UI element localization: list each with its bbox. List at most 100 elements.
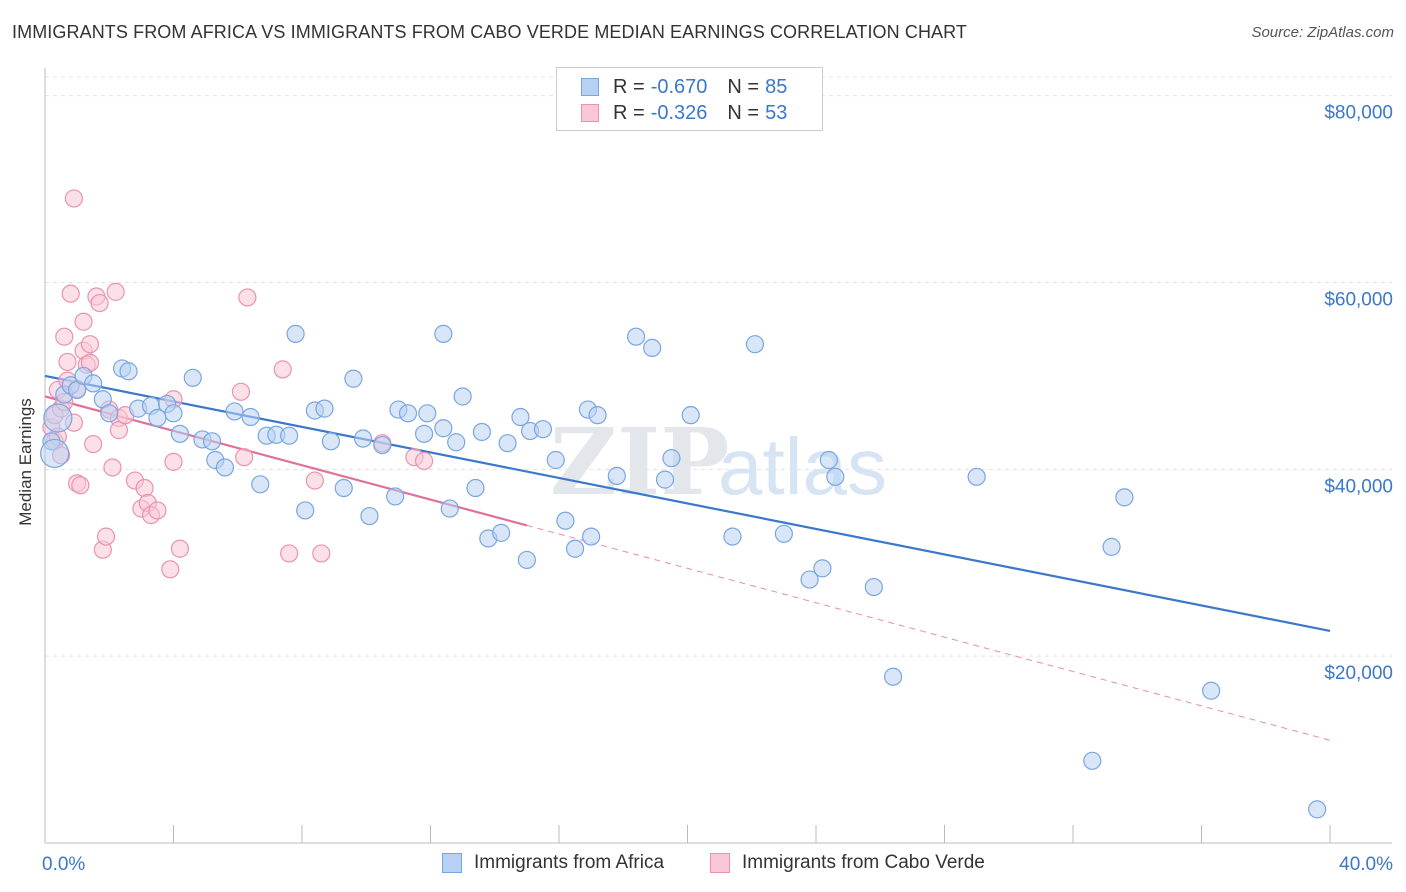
cabo-verde-point — [80, 335, 100, 354]
cabo-verde-point — [103, 458, 122, 477]
africa-point — [40, 438, 70, 469]
africa-point — [800, 570, 819, 589]
africa-point — [498, 434, 517, 453]
legend-swatch-africa — [581, 78, 599, 96]
cabo-verde-point — [64, 189, 84, 208]
africa-point — [453, 387, 472, 406]
x-tick-label: 40.0% — [1339, 854, 1393, 875]
africa-point — [280, 426, 299, 445]
cabo-verde-point — [106, 282, 125, 301]
africa-point — [418, 404, 437, 423]
legend-r-label: R = — [613, 101, 645, 124]
cabo-verde-point — [280, 544, 299, 563]
cabo-verde-point — [58, 352, 77, 372]
africa-point — [1202, 681, 1221, 700]
africa-point — [511, 407, 530, 427]
africa-point — [286, 324, 305, 343]
legend-r-label: R = — [613, 75, 645, 98]
source-label: Source: ZipAtlas.com — [1251, 24, 1394, 41]
watermark-zip: ZIP — [550, 408, 729, 516]
series-swatch-cabo-verde — [710, 853, 730, 873]
africa-point — [434, 419, 453, 438]
legend-row-africa: R = -0.670 N = 85 — [581, 75, 787, 99]
africa-point — [373, 435, 392, 455]
africa-point — [447, 433, 466, 452]
series-swatch-africa — [442, 853, 462, 873]
y-tick-label: $20,000 — [1324, 663, 1393, 684]
africa-point — [819, 450, 838, 470]
cabo-verde-point — [71, 476, 90, 495]
africa-point — [386, 487, 405, 506]
africa-point — [215, 458, 234, 477]
correlation-legend: R = -0.670 N = 85 R = -0.326 N = 53 — [556, 67, 823, 131]
legend-row-cabo-verde: R = -0.326 N = 53 — [581, 101, 787, 125]
series-legend-cabo-verde: Immigrants from Cabo Verde — [710, 852, 985, 874]
cabo-verde-point — [170, 539, 190, 558]
legend-n-label: N = — [727, 101, 760, 124]
africa-point — [202, 432, 222, 451]
cabo-verde-point — [84, 435, 103, 454]
africa-point — [43, 403, 73, 433]
africa-point — [344, 369, 363, 388]
series-legend-africa: Immigrants from Africa — [442, 852, 664, 874]
africa-point — [225, 402, 244, 421]
africa-point — [681, 406, 700, 425]
cabo-verde-point — [90, 293, 109, 313]
africa-point — [607, 466, 626, 485]
chart-title: IMMIGRANTS FROM AFRICA VS IMMIGRANTS FRO… — [12, 22, 968, 42]
africa-point — [967, 467, 986, 486]
legend-n-value-africa: 85 — [765, 75, 788, 98]
africa-point — [546, 450, 565, 470]
africa-point — [434, 324, 453, 343]
series-label-africa: Immigrants from Africa — [474, 852, 665, 873]
watermark-atlas: atlas — [718, 422, 887, 511]
africa-point — [472, 422, 491, 442]
africa-point — [241, 407, 260, 427]
watermark: ZIP atlas — [550, 408, 887, 516]
legend-n-label: N = — [727, 75, 760, 98]
africa-point — [353, 429, 373, 448]
africa-point — [466, 478, 485, 498]
africa-point — [662, 449, 681, 468]
legend-swatch-cabo-verde — [581, 104, 599, 122]
africa-point — [296, 501, 315, 520]
africa-point — [723, 527, 742, 546]
africa-point — [643, 338, 662, 358]
cabo-verde-point — [161, 560, 180, 579]
africa-point — [883, 667, 903, 686]
africa-point — [1115, 488, 1134, 507]
africa-point — [556, 511, 575, 530]
gridlines — [45, 76, 1392, 657]
africa-point — [360, 506, 379, 526]
africa-point — [626, 327, 646, 346]
x-tick-labels: 0.0% 40.0% — [42, 854, 1393, 875]
africa-point — [334, 478, 353, 498]
cabo-verde-point — [109, 421, 128, 440]
africa-point — [251, 475, 270, 494]
x-tick-label: 0.0% — [42, 854, 85, 875]
africa-point — [565, 539, 585, 558]
africa-point — [1102, 537, 1121, 556]
legend-r-value-cabo-verde: -0.326 — [650, 101, 708, 124]
y-tick-label: $40,000 — [1324, 476, 1393, 497]
africa-point — [533, 420, 553, 439]
cabo-verde-point — [305, 471, 324, 490]
africa-point — [517, 550, 536, 570]
africa-point — [1083, 751, 1102, 770]
cabo-verde-point — [135, 478, 154, 498]
africa-point — [315, 399, 334, 418]
series-africa-points — [40, 324, 1327, 819]
cabo-verde-point — [74, 312, 93, 331]
africa-point — [582, 527, 601, 546]
y-tick-label: $60,000 — [1324, 290, 1393, 311]
africa-point — [164, 404, 183, 423]
africa-point — [440, 499, 459, 518]
africa-point — [864, 577, 883, 597]
africa-point — [84, 374, 103, 393]
cabo-verde-point — [235, 448, 254, 467]
africa-point — [398, 404, 418, 423]
africa-point — [119, 362, 138, 381]
cabo-verde-trend-extension — [526, 524, 1331, 741]
cabo-verde-point — [273, 360, 292, 379]
